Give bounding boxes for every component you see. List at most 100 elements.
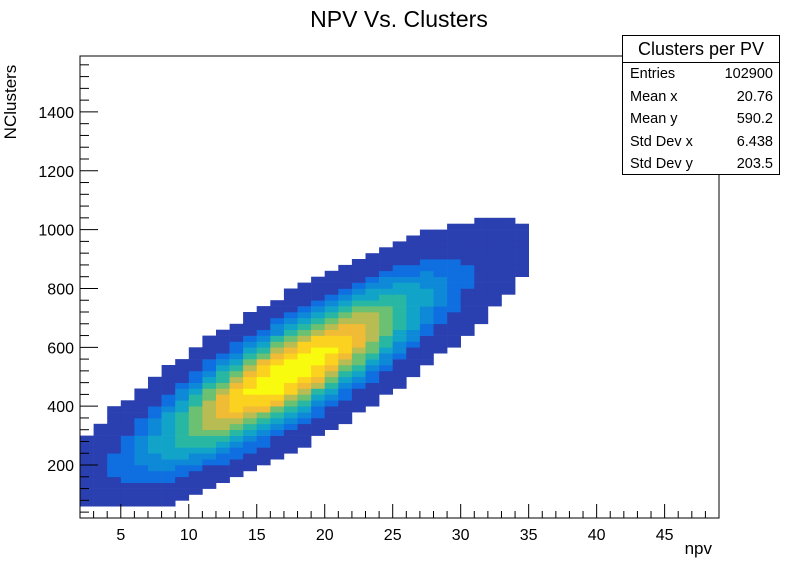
heatmap-cell bbox=[447, 335, 461, 342]
heatmap-cell bbox=[134, 470, 149, 478]
heatmap-cell bbox=[134, 494, 149, 501]
heatmap-cell bbox=[447, 288, 461, 295]
heatmap-cell bbox=[392, 282, 407, 289]
heatmap-cell bbox=[419, 276, 434, 283]
heatmap-cell bbox=[338, 376, 353, 383]
heatmap-cell bbox=[365, 276, 380, 283]
heatmap-cell bbox=[243, 447, 257, 454]
heatmap-cell bbox=[148, 435, 162, 442]
heatmap-cell bbox=[447, 306, 461, 313]
heatmap-cell bbox=[229, 406, 244, 413]
heatmap-cell bbox=[311, 353, 325, 360]
heatmap-cell bbox=[202, 400, 217, 407]
heatmap-cell bbox=[243, 400, 257, 407]
heatmap-cell bbox=[216, 370, 230, 378]
heatmap-cell bbox=[161, 429, 176, 436]
heatmap-cell bbox=[433, 235, 448, 242]
heatmap-cell bbox=[202, 370, 217, 378]
heatmap-cell bbox=[419, 247, 434, 254]
heatmap-cell bbox=[365, 294, 380, 301]
heatmap-cell bbox=[433, 306, 448, 313]
heatmap-cell bbox=[379, 388, 393, 395]
heatmap-cell bbox=[256, 382, 271, 389]
heatmap-cell bbox=[270, 441, 285, 448]
heatmap-cell bbox=[379, 341, 393, 348]
heatmap-cell bbox=[270, 323, 285, 330]
heatmap-cell bbox=[515, 247, 529, 254]
heatmap-cell bbox=[351, 376, 366, 383]
heatmap-cell bbox=[447, 282, 461, 289]
heatmap-cell bbox=[256, 365, 271, 372]
heatmap-cell bbox=[216, 412, 230, 419]
heatmap-cell bbox=[515, 270, 529, 277]
heatmap-cell bbox=[134, 441, 149, 448]
heatmap-cell bbox=[297, 329, 312, 336]
heatmap-cell bbox=[80, 500, 94, 507]
heatmap-cell bbox=[229, 353, 244, 360]
heatmap-cell bbox=[161, 488, 176, 495]
heatmap-cell bbox=[406, 312, 421, 319]
heatmap-cell bbox=[433, 312, 448, 319]
heatmap-cell bbox=[243, 382, 257, 389]
heatmap-cell bbox=[351, 288, 366, 295]
heatmap-cell bbox=[447, 241, 461, 248]
heatmap-cell bbox=[324, 353, 339, 360]
heatmap-cell bbox=[243, 370, 257, 378]
heatmap-cell bbox=[392, 376, 407, 383]
heatmap-cell bbox=[188, 476, 203, 483]
heatmap-cell bbox=[120, 488, 135, 495]
heatmap-cell bbox=[188, 423, 203, 430]
heatmap-cell bbox=[297, 312, 312, 319]
heatmap-cell bbox=[93, 494, 108, 501]
heatmap-cell bbox=[256, 423, 271, 430]
heatmap-cell bbox=[216, 447, 230, 454]
heatmap-cell bbox=[297, 365, 312, 372]
heatmap-cell bbox=[392, 382, 407, 389]
heatmap-cell bbox=[351, 347, 366, 354]
heatmap-cell bbox=[80, 465, 94, 472]
heatmap-cell bbox=[243, 335, 257, 342]
heatmap-cell bbox=[243, 312, 257, 319]
heatmap-cell bbox=[311, 329, 325, 336]
heatmap-cell bbox=[216, 429, 230, 436]
chart-title: NPV Vs. Clusters bbox=[310, 6, 488, 32]
heatmap-cell bbox=[311, 400, 325, 407]
heatmap-cell bbox=[324, 400, 339, 407]
heatmap-cell bbox=[351, 388, 366, 395]
heatmap-cell bbox=[419, 288, 434, 295]
heatmap-cell bbox=[256, 341, 271, 348]
heatmap-cell bbox=[229, 465, 244, 472]
x-tick-label: 35 bbox=[520, 527, 538, 544]
heatmap-cell bbox=[311, 394, 325, 401]
heatmap-cell bbox=[202, 476, 217, 483]
heatmap-cell bbox=[324, 394, 339, 401]
heatmap-cell bbox=[474, 229, 489, 236]
heatmap-cell bbox=[243, 317, 257, 325]
heatmap-cell bbox=[447, 317, 461, 325]
heatmap-cell bbox=[433, 329, 448, 336]
heatmap-cell bbox=[419, 353, 434, 360]
heatmap-cell bbox=[243, 353, 257, 360]
heatmap-cell bbox=[93, 429, 108, 436]
heatmap-cell bbox=[134, 435, 149, 442]
heatmap-cell bbox=[256, 353, 271, 360]
heatmap-cell bbox=[365, 270, 380, 277]
heatmap-cell bbox=[148, 400, 162, 407]
heatmap-cell bbox=[379, 276, 393, 283]
heatmap-cell bbox=[148, 465, 162, 472]
heatmap-cell bbox=[419, 264, 434, 272]
heatmap-cell bbox=[501, 235, 516, 242]
y-tick-label: 1000 bbox=[38, 223, 74, 240]
heatmap-cell bbox=[270, 370, 285, 378]
heatmap-cell bbox=[120, 400, 135, 407]
heatmap-cell bbox=[365, 341, 380, 348]
heatmap-cell bbox=[188, 429, 203, 436]
heatmap-cell bbox=[392, 317, 407, 325]
heatmap-cell bbox=[148, 488, 162, 495]
heatmap-cell bbox=[324, 294, 339, 301]
heatmap-cell bbox=[501, 276, 516, 283]
x-tick-label: 30 bbox=[452, 527, 470, 544]
heatmap-cell bbox=[270, 394, 285, 401]
heatmap-cell bbox=[216, 359, 230, 366]
heatmap-cell bbox=[175, 400, 190, 407]
